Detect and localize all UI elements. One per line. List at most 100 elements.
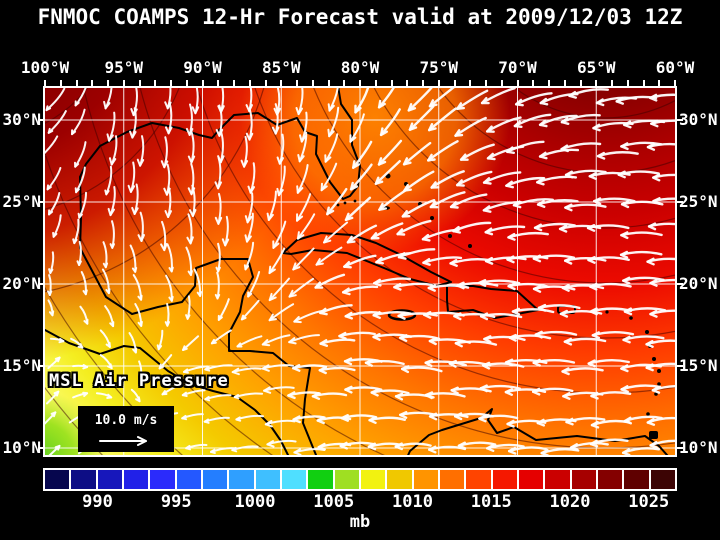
wind-reference-arrow-icon: [99, 436, 147, 446]
lon-axis-label: 70°W: [498, 58, 537, 77]
colorbar-swatch: [624, 470, 649, 489]
lon-tick: [548, 80, 550, 86]
lon-tick: [217, 80, 220, 86]
lon-axis-label: 100°W: [20, 58, 70, 77]
lon-axis-label: 90°W: [183, 58, 222, 77]
pressure-map-area: MSL Air Pressure 10.0 m/s: [43, 86, 677, 457]
lat-axis-label: 20°N: [2, 274, 41, 293]
pressure-colorbar: [43, 468, 677, 491]
lon-tick: [59, 80, 62, 86]
lat-tick: [677, 283, 683, 285]
lon-tick: [642, 80, 645, 86]
wind-reference-legend: 10.0 m/s: [78, 406, 174, 452]
field-label: MSL Air Pressure: [49, 371, 229, 391]
lon-tick: [296, 80, 298, 86]
colorbar-swatch: [255, 470, 280, 489]
lon-tick: [500, 80, 503, 86]
lat-axis-label: 25°N: [2, 192, 41, 211]
lon-tick: [390, 80, 393, 86]
lon-tick: [485, 80, 487, 86]
lon-axis-label: 95°W: [104, 58, 144, 77]
lon-tick: [674, 80, 676, 86]
colorbar-tick-label: 1020: [549, 492, 591, 512]
lon-tick: [516, 80, 519, 86]
colorbar-swatch: [360, 470, 386, 489]
colorbar-swatch: [71, 470, 96, 489]
colorbar-swatch: [413, 470, 438, 489]
lat-axis-label: 25°N: [679, 192, 718, 211]
colorbar-tick-label: 990: [82, 492, 113, 512]
lon-tick: [595, 80, 598, 86]
lat-axis-label: 20°N: [679, 274, 718, 293]
lon-axis-label: 80°W: [340, 58, 380, 77]
colorbar-swatch: [308, 470, 333, 489]
colorbar-swatch: [571, 470, 596, 489]
lon-tick: [437, 80, 440, 86]
lon-tick: [91, 80, 94, 86]
lat-tick: [38, 201, 44, 203]
colorbar-swatch: [229, 470, 254, 489]
colorbar-tick-label: 1010: [392, 492, 433, 512]
colorbar-swatch: [123, 470, 149, 489]
wind-reference-value: 10.0 m/s: [94, 413, 158, 428]
colorbar-swatch: [518, 470, 544, 489]
colorbar-tick-label: 1015: [470, 492, 512, 512]
lat-axis-label: 10°N: [679, 438, 718, 457]
lon-tick: [374, 80, 377, 86]
lat-tick: [38, 119, 44, 121]
lon-tick: [532, 80, 535, 86]
colorbar-swatch: [492, 470, 517, 489]
lon-axis-label: 75°W: [419, 58, 459, 77]
lat-tick: [38, 365, 44, 367]
colorbar-swatch: [45, 470, 70, 489]
lon-tick: [611, 80, 613, 86]
lon-tick: [626, 80, 629, 86]
lat-tick: [38, 283, 44, 285]
lon-tick: [107, 80, 109, 86]
lon-tick: [122, 80, 125, 86]
colorbar-tick-label: 995: [160, 492, 192, 512]
lon-tick: [44, 80, 46, 86]
lon-axis-label: 65°W: [576, 58, 616, 77]
lon-tick: [563, 80, 566, 86]
colorbar-tick-label: 1005: [313, 492, 355, 512]
lon-tick: [359, 80, 361, 86]
colorbar-tick-label: 1025: [628, 492, 670, 512]
lon-tick: [453, 80, 456, 86]
lon-tick: [264, 80, 267, 86]
colorbar-swatch: [650, 470, 675, 489]
lat-axis-label: 10°N: [2, 438, 41, 457]
lon-tick: [422, 80, 424, 86]
lat-axis-label: 15°N: [2, 356, 41, 375]
lon-tick: [201, 80, 204, 86]
lon-tick: [327, 80, 330, 86]
colorbar-swatch: [334, 470, 359, 489]
lat-tick: [677, 201, 683, 203]
lat-axis-label: 15°N: [679, 356, 718, 375]
colorbar-unit-label: mb: [349, 512, 371, 532]
lon-axis-label: 85°W: [261, 58, 301, 77]
lon-tick: [154, 80, 157, 86]
lon-tick: [170, 80, 172, 86]
lat-tick: [38, 447, 44, 449]
lon-axis-label: 60°W: [655, 58, 695, 77]
colorbar-swatch: [439, 470, 465, 489]
lon-tick: [311, 80, 314, 86]
colorbar-swatch: [281, 470, 307, 489]
lat-tick: [677, 119, 683, 121]
lon-tick: [406, 80, 409, 86]
colorbar-swatch: [150, 470, 175, 489]
colorbar-swatch: [387, 470, 412, 489]
lat-axis-label: 30°N: [679, 110, 718, 129]
pressure-field-plot: [45, 88, 675, 455]
colorbar-swatch: [597, 470, 623, 489]
lon-tick: [579, 80, 582, 86]
colorbar-tick-label: 1000: [234, 492, 276, 512]
lon-tick: [248, 80, 251, 86]
page-title: FNMOC COAMPS 12-Hr Forecast valid at 200…: [37, 5, 683, 29]
lon-tick: [75, 80, 78, 86]
lon-tick: [138, 80, 141, 86]
lon-tick: [469, 80, 472, 86]
colorbar-swatch: [466, 470, 491, 489]
